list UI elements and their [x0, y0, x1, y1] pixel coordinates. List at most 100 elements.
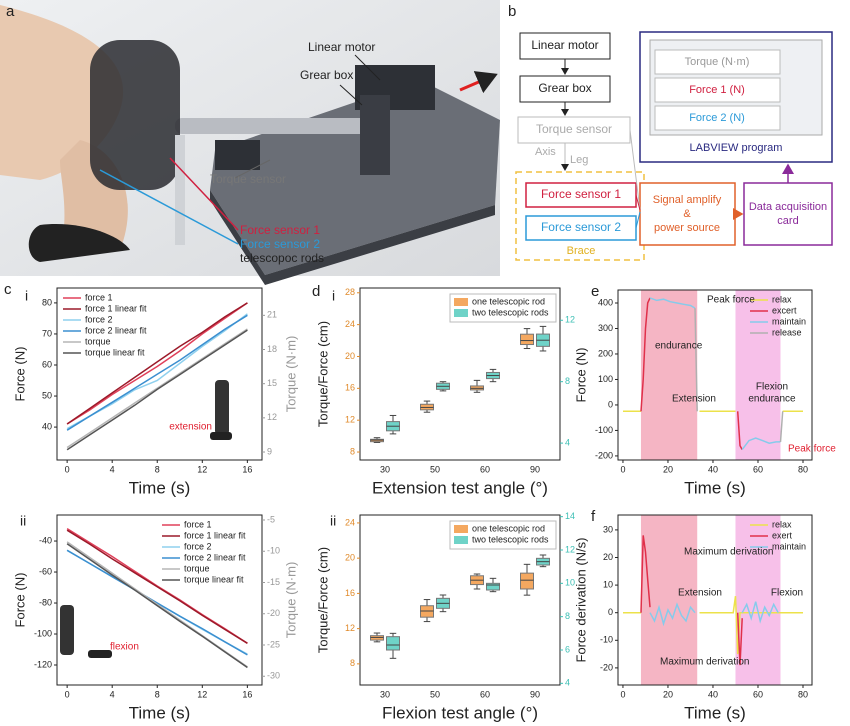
y2-axis-title: Torque (N·m) [283, 336, 298, 413]
x-tick-label: 80 [798, 689, 808, 699]
series-line [66, 328, 248, 449]
y-tick-label: -20 [600, 662, 613, 672]
motion-arrow [459, 71, 498, 94]
y-tick-label: 16 [345, 383, 355, 393]
y2-tick-label: 15 [267, 378, 277, 388]
y2-tick-label: 8 [565, 376, 570, 386]
y-axis-title: Force (N) [573, 348, 588, 403]
node-box [639, 182, 736, 246]
annotation: Maximum derivation [660, 657, 749, 668]
legend-label: force 1 [85, 292, 113, 302]
y2-tick-label: 12 [267, 412, 277, 422]
y2-tick-label: 6 [565, 644, 570, 654]
series-line [66, 329, 248, 451]
y-tick-label: -120 [34, 659, 52, 669]
y2-tick-label: -20 [267, 608, 280, 618]
y-tick-label: 20 [345, 553, 355, 563]
x-axis-title: Time (s) [684, 478, 746, 497]
leader [354, 54, 381, 81]
legend-label: maintain [772, 541, 806, 551]
legend-label: force 1 linear fit [85, 303, 147, 313]
box [520, 333, 534, 346]
y-tick-label: 12 [345, 415, 355, 425]
leader [234, 159, 271, 179]
sub-label: i [332, 288, 335, 304]
y-tick-label: 24 [345, 319, 355, 329]
x-tick-label: 20 [663, 464, 673, 474]
y2-tick-label: -10 [267, 546, 280, 556]
legend-label: release [772, 327, 802, 337]
legend-label: torque [85, 336, 111, 346]
y2-tick-label: 14 [565, 511, 575, 521]
x-tick-label: 60 [480, 689, 490, 699]
x-tick-label: 0 [620, 464, 625, 474]
y-axis-title: Force (N) [12, 347, 27, 402]
legend-label: force 2 linear fit [184, 552, 246, 562]
region [735, 515, 781, 685]
y-tick-label: 200 [598, 348, 613, 358]
screenshot-plot [654, 49, 781, 75]
edge-label: Axis [535, 146, 556, 158]
legend-label: torque linear fit [85, 347, 145, 357]
leader [169, 157, 239, 231]
y-tick-label: 50 [42, 390, 52, 400]
group-label: Brace [567, 245, 596, 257]
screenshot-plot [654, 77, 781, 103]
x-tick-label: 80 [798, 464, 808, 474]
y-axis-title: Force (N) [12, 573, 27, 628]
legend-label: one telescopic rod [472, 296, 545, 306]
bearing [215, 140, 260, 170]
photo-label: Force sensor 2 [240, 237, 320, 251]
legend-swatch [454, 525, 468, 533]
series-line [66, 302, 248, 425]
y-tick-label: 28 [345, 287, 355, 297]
chart: -200 -100 0 100 200 300 400 0 20 40 60 80 Time (s) Fo… [573, 289, 836, 497]
y-tick-label: 8 [350, 658, 355, 668]
y-tick-label: 8 [350, 446, 355, 456]
box [386, 636, 400, 651]
region [735, 290, 781, 460]
y2-tick-label: 21 [267, 310, 277, 320]
leader [339, 84, 363, 106]
brace [90, 40, 180, 190]
legend-label: two telescopic rods [472, 534, 549, 544]
y-tick-label: -40 [39, 535, 52, 545]
plot-frame [56, 514, 263, 686]
box [486, 582, 500, 591]
panel-label: e [591, 283, 599, 300]
y2-tick-label: 8 [565, 611, 570, 621]
legend-label: torque linear fit [184, 574, 244, 584]
node-box [525, 215, 637, 241]
series-line [640, 297, 743, 450]
y2-axis-title: Torque (N·m) [283, 562, 298, 639]
plot-frame [617, 289, 813, 461]
x-tick-label: 90 [530, 689, 540, 699]
node-label: card [777, 215, 798, 227]
x-axis-title: Extension test angle (°) [372, 478, 548, 497]
series-line [649, 297, 781, 451]
y2-tick-label: -5 [267, 514, 275, 524]
inset-leg [215, 380, 229, 435]
y-tick-label: 0 [608, 399, 613, 409]
y-axis-title: Torque/Force (cm) [315, 321, 330, 427]
x-tick-label: 60 [753, 689, 763, 699]
legend-label: force 2 linear fit [85, 325, 147, 335]
x-axis-title: Flexion test angle (°) [382, 703, 538, 722]
series-line [66, 302, 248, 425]
plot-frame [617, 514, 813, 686]
series-line [649, 601, 779, 627]
x-axis-title: Time (s) [129, 478, 191, 497]
node-label: power source [654, 222, 720, 234]
node-label: Grear box [538, 81, 591, 95]
photo-label: Force sensor 1 [240, 223, 320, 237]
arrow [635, 211, 641, 229]
x-tick-label: 90 [530, 464, 540, 474]
region [640, 290, 698, 460]
x-tick-label: 8 [155, 464, 160, 474]
node-box [519, 32, 611, 60]
node-box [519, 75, 611, 103]
photo: Linear motor Grear box Torque sensor For… [0, 0, 500, 285]
y-tick-label: 30 [603, 524, 613, 534]
x-tick-label: 16 [242, 464, 252, 474]
